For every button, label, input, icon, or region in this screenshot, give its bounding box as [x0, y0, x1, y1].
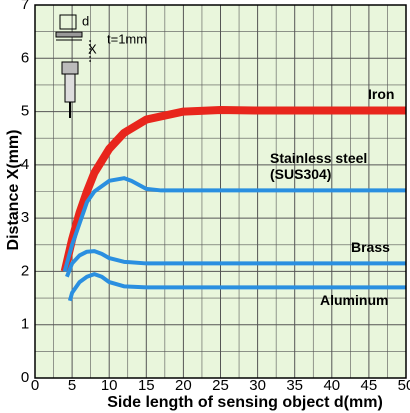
x-tick-label: 35 [286, 377, 303, 394]
series-line [62, 176, 406, 272]
x-tick-label: 45 [361, 377, 378, 394]
series-label: Aluminum [320, 292, 389, 308]
x-tick-label: 30 [249, 377, 266, 394]
inset: d X t=1mm [55, 13, 147, 118]
x-tick-label: 20 [175, 377, 192, 394]
y-tick-label: 1 [21, 316, 29, 333]
y-tick-label: 5 [21, 103, 29, 120]
x-tick-label: 15 [138, 377, 155, 394]
inset-d: d [82, 13, 89, 28]
inset-t: t=1mm [107, 31, 147, 46]
y-tick-label: 3 [21, 209, 29, 226]
series-label: Brass [351, 239, 390, 255]
x-axis-title: Side length of sensing object d(mm) [107, 394, 383, 411]
series-line [67, 272, 406, 302]
y-tick-label: 4 [21, 156, 29, 173]
y-tick-label: 2 [21, 262, 29, 279]
x-tick-label: 25 [212, 377, 229, 394]
x-tick-label: 0 [31, 377, 39, 394]
series-line [60, 105, 406, 273]
inset-x: X [88, 41, 97, 56]
x-tick-label: 40 [323, 377, 340, 394]
x-tick-label: 10 [101, 377, 118, 394]
series-label: Stainless steel (SUS304) [270, 150, 368, 182]
plot-frame [34, 4, 407, 379]
series-line [65, 249, 406, 278]
y-tick-label: 6 [21, 49, 29, 66]
x-tick-label: 5 [68, 377, 76, 394]
y-tick-label: 0 [21, 369, 29, 386]
series-label: Iron [368, 86, 395, 102]
y-axis-title: Distance X(mm) [5, 130, 22, 251]
y-tick-label: 7 [21, 0, 29, 13]
x-tick-label: 50 [398, 377, 410, 394]
